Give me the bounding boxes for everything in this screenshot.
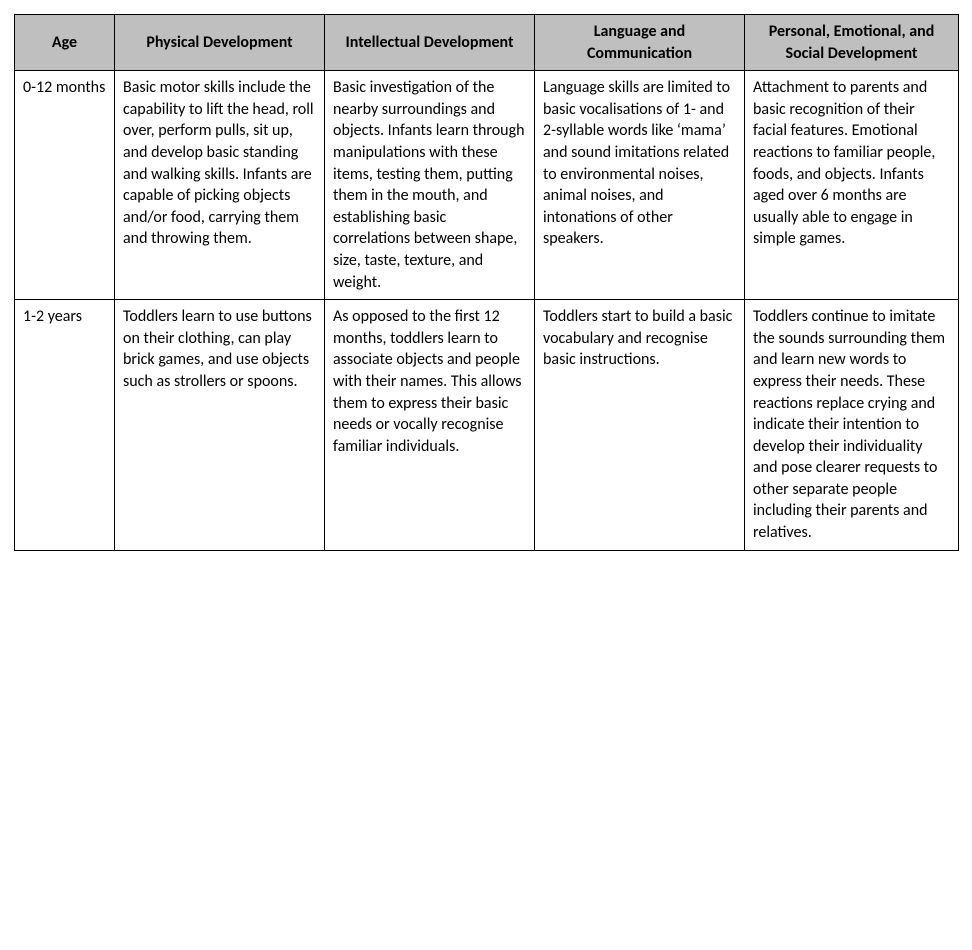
- cell-lang: Language skills are limited to basic voc…: [535, 71, 745, 300]
- table-row: 1-2 years Toddlers learn to use buttons …: [15, 300, 959, 551]
- cell-phys: Toddlers learn to use buttons on their c…: [115, 300, 325, 551]
- cell-age: 0-12 months: [15, 71, 115, 300]
- col-header-pes: Personal, Emotional, and Social Developm…: [745, 15, 959, 71]
- cell-pes: Toddlers continue to imitate the sounds …: [745, 300, 959, 551]
- table-header-row: Age Physical Development Intellectual De…: [15, 15, 959, 71]
- col-header-intel: Intellectual Development: [325, 15, 535, 71]
- cell-phys: Basic motor skills include the capabilit…: [115, 71, 325, 300]
- col-header-age: Age: [15, 15, 115, 71]
- cell-age: 1-2 years: [15, 300, 115, 551]
- cell-lang: Toddlers start to build a basic vocabula…: [535, 300, 745, 551]
- table-row: 0-12 months Basic motor skills include t…: [15, 71, 959, 300]
- cell-intel: As opposed to the first 12 months, toddl…: [325, 300, 535, 551]
- development-table: Age Physical Development Intellectual De…: [14, 14, 959, 551]
- col-header-lang: Language and Communication: [535, 15, 745, 71]
- col-header-phys: Physical Development: [115, 15, 325, 71]
- cell-intel: Basic investigation of the nearby surrou…: [325, 71, 535, 300]
- cell-pes: Attachment to parents and basic recognit…: [745, 71, 959, 300]
